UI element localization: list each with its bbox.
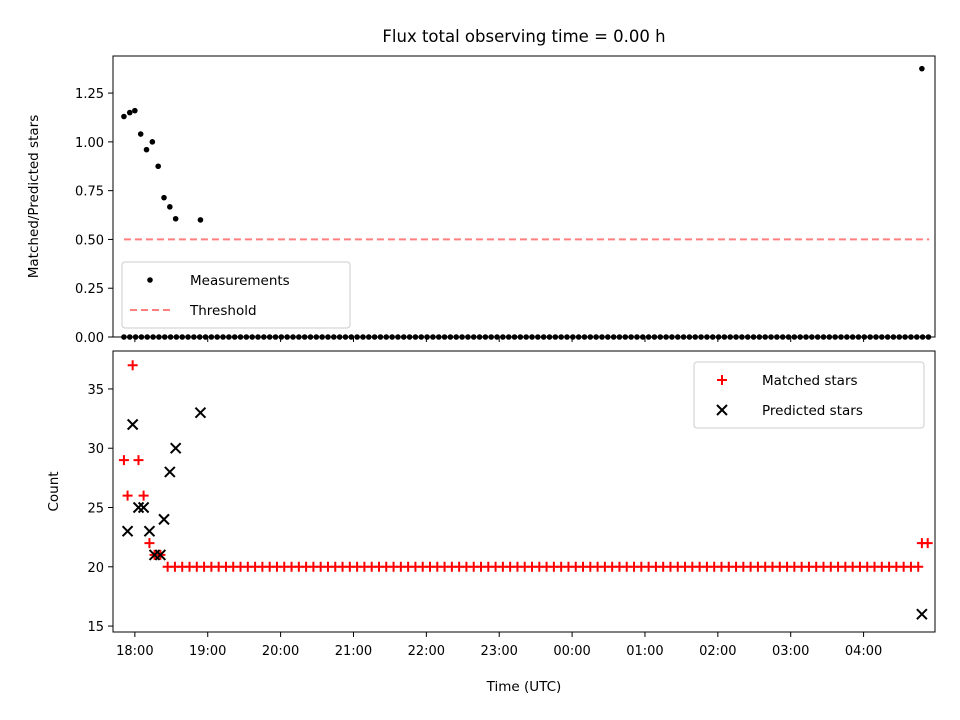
- predicted-stars-point: [137, 501, 150, 514]
- x-tick-label: 00:00: [553, 644, 590, 659]
- x-axis-label: Time (UTC): [486, 679, 562, 695]
- x-tick-label: 03:00: [772, 644, 809, 659]
- predicted-stars-point: [143, 525, 156, 537]
- legend-box: [121, 261, 351, 329]
- y-axis-label: Matched/Predicted stars: [26, 115, 42, 278]
- matched-stars-point: [122, 490, 133, 501]
- measurements-point: [137, 131, 144, 137]
- measurements-point: [143, 146, 150, 153]
- matched-stars-point: [144, 538, 155, 549]
- predicted-stars-point: [126, 418, 139, 431]
- legend: Matched stars Predicted stars: [693, 361, 925, 429]
- axes-frame: [112, 350, 936, 633]
- y-tick-label: 0.00: [75, 331, 104, 346]
- matched-stars-point: [133, 455, 144, 466]
- measurements-point: [172, 215, 179, 222]
- legend-box: [693, 361, 925, 429]
- x-tick-label: 23:00: [480, 644, 517, 659]
- x-tick-label: 18:00: [116, 644, 153, 659]
- x-tick-label: 20:00: [262, 644, 299, 659]
- x-tick-label: 04:00: [845, 644, 882, 659]
- y-tick-label: 15: [87, 620, 104, 635]
- legend-label-matched-stars: Matched stars: [762, 373, 858, 389]
- predicted-stars-point: [164, 466, 176, 478]
- matched-stars-point: [118, 455, 129, 466]
- legend-label-measurements: Measurements: [190, 273, 290, 289]
- y-tick-label: 0.75: [75, 185, 104, 200]
- panel-ratio: 0.00 0.25 0.50 0.75 1.00 1.25 Matched/Predicte…: [26, 55, 936, 346]
- x-tick-label: 19:00: [189, 644, 226, 659]
- legend: Measurements Threshold: [121, 261, 351, 329]
- x-tick-label: 22:00: [408, 644, 445, 659]
- predicted-stars-point: [169, 442, 182, 454]
- measurements-point: [149, 139, 156, 145]
- legend-label-threshold: Threshold: [189, 303, 257, 319]
- x-tick-label: 01:00: [626, 644, 663, 659]
- measurements-point: [155, 163, 161, 170]
- legend-handle-predicted-stars: [716, 404, 728, 416]
- measurements-point: [121, 113, 127, 120]
- chart-title: Flux total observing time = 0.00 h: [382, 27, 665, 46]
- measurements-point: [919, 65, 925, 72]
- plot-area: [118, 360, 933, 620]
- measurements-point: [126, 109, 133, 116]
- y-tick-label: 25: [87, 502, 104, 517]
- predicted-stars-point: [121, 525, 134, 537]
- y-axis-label: Count: [46, 471, 62, 511]
- measurements-point: [132, 107, 138, 114]
- predicted-stars-point: [154, 549, 167, 561]
- y-tick-label: 0.50: [75, 233, 104, 248]
- axes-frame: [112, 55, 936, 338]
- y-tick-label: 0.25: [75, 282, 104, 297]
- matched-stars-point: [913, 561, 924, 572]
- measurements-point: [167, 204, 173, 210]
- x-tick-label: 02:00: [699, 644, 736, 659]
- predicted-stars-point: [132, 501, 145, 514]
- measurements-point: [161, 194, 167, 201]
- legend-handle-matched-stars: [717, 375, 727, 385]
- y-tick-label: 1.00: [75, 136, 104, 151]
- y-tick-label: 20: [87, 561, 104, 576]
- matched-stars-point: [922, 538, 933, 549]
- y-tick-label: 30: [87, 442, 104, 457]
- matched-stars-point: [138, 490, 149, 501]
- legend-label-predicted-stars: Predicted stars: [762, 403, 863, 419]
- measurements-point: [197, 217, 204, 223]
- y-tick-label: 1.25: [75, 87, 104, 102]
- matched-stars-point: [127, 360, 138, 371]
- panel-count: 18:00 19:00 20:00 21:00 22:00 23:00 00:00 01:00…: [46, 350, 936, 659]
- predicted-stars-point: [158, 513, 170, 526]
- legend-handle-measurements: [147, 277, 153, 283]
- predicted-stars-point: [194, 406, 207, 419]
- predicted-stars-point: [916, 608, 928, 620]
- y-tick-label: 35: [87, 383, 104, 398]
- x-tick-label: 21:00: [335, 644, 372, 659]
